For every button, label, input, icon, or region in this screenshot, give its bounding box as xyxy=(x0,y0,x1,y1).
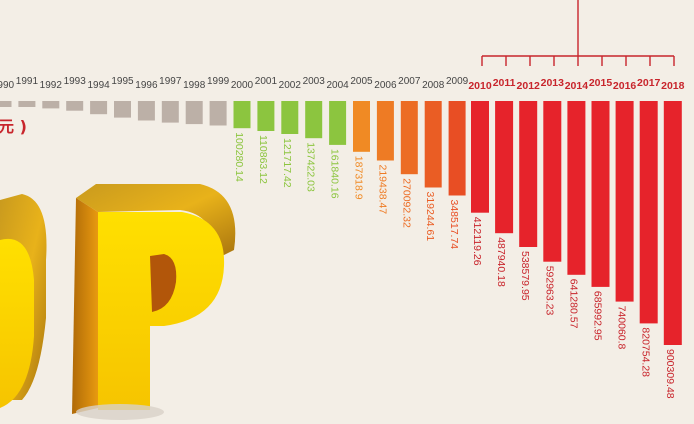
bar-2004 xyxy=(329,101,347,145)
year-label-2002: 2002 xyxy=(279,80,302,91)
bracket-2010-2018 xyxy=(481,0,675,66)
year-label-2003: 2003 xyxy=(303,76,326,87)
bar-2005 xyxy=(353,101,370,152)
value-label-2013: 592963.23 xyxy=(543,266,555,316)
value-label-2016: 740060.8 xyxy=(616,306,628,350)
bar-1999 xyxy=(209,101,227,126)
bar-2003 xyxy=(305,101,323,139)
unit-label: 元 ) xyxy=(0,117,27,136)
value-label-2015: 685992.95 xyxy=(592,291,604,341)
bar-2015 xyxy=(591,101,610,287)
year-label-2010: 2010 xyxy=(468,80,492,92)
value-label-2001: 110863.12 xyxy=(257,135,269,184)
value-label-2003: 137422.03 xyxy=(305,142,317,192)
value-label-2011: 487940.18 xyxy=(495,237,507,287)
value-label-2010: 412119.26 xyxy=(471,217,483,266)
bar-2018 xyxy=(663,101,682,345)
year-label-1990: 1990 xyxy=(0,80,15,91)
year-label-1998: 1998 xyxy=(183,80,206,91)
year-label-2006: 2006 xyxy=(374,80,397,91)
year-label-2000: 2000 xyxy=(231,80,254,91)
bar-2001 xyxy=(257,101,275,131)
year-label-2007: 2007 xyxy=(398,76,421,87)
bar-2000 xyxy=(233,101,251,129)
bar-2013 xyxy=(543,101,562,262)
year-label-2009: 2009 xyxy=(446,76,469,87)
bar-1991 xyxy=(18,101,36,107)
year-label-2004: 2004 xyxy=(326,80,349,91)
year-label-1996: 1996 xyxy=(135,80,158,91)
year-label-2018: 2018 xyxy=(661,80,685,92)
gdp-3d-letters xyxy=(0,184,236,420)
bar-1994 xyxy=(90,101,108,115)
bar-2011 xyxy=(495,101,514,234)
value-label-2018: 900309.48 xyxy=(664,349,676,399)
year-label-2011: 2011 xyxy=(493,77,516,89)
bar-2006 xyxy=(376,101,394,161)
value-label-2004: 161840.16 xyxy=(329,149,341,199)
bar-1998 xyxy=(185,101,203,125)
value-label-2008: 319244.61 xyxy=(424,192,436,242)
year-label-2015: 2015 xyxy=(589,77,613,89)
value-labels-group: 100280.14 110863.12 121717.42 137422.03 1618… xyxy=(233,132,676,399)
year-label-2008: 2008 xyxy=(422,80,445,91)
bar-2007 xyxy=(400,101,418,175)
value-label-2002: 121717.42 xyxy=(281,138,293,188)
bar-2009 xyxy=(448,101,466,196)
year-label-2016: 2016 xyxy=(613,80,637,92)
year-label-1991: 1991 xyxy=(16,76,39,87)
bar-1996 xyxy=(137,101,155,121)
year-label-2001: 2001 xyxy=(255,76,278,87)
letter-d-decoration xyxy=(0,194,47,408)
value-label-2012: 538579.95 xyxy=(519,251,531,301)
bars-group xyxy=(0,101,682,345)
year-label-1997: 1997 xyxy=(159,76,182,87)
bar-2012 xyxy=(519,101,538,247)
year-label-1992: 1992 xyxy=(40,80,63,91)
bar-1992 xyxy=(42,101,60,109)
year-label-2014: 2014 xyxy=(565,80,589,92)
bar-2008 xyxy=(424,101,442,188)
year-label-1993: 1993 xyxy=(64,76,87,87)
year-label-2017: 2017 xyxy=(637,77,661,89)
year-label-1999: 1999 xyxy=(207,76,230,87)
bar-1995 xyxy=(114,101,131,118)
bar-2017 xyxy=(639,101,658,324)
bar-1990 xyxy=(0,101,12,107)
value-label-2006: 219438.47 xyxy=(376,165,388,215)
year-label-2005: 2005 xyxy=(350,76,373,87)
letter-p-decoration xyxy=(72,184,236,420)
value-label-2007: 270092.32 xyxy=(400,178,412,228)
bar-2002 xyxy=(281,101,299,134)
bar-1997 xyxy=(161,101,179,123)
value-label-2005: 187318.9 xyxy=(353,156,365,200)
value-label-2000: 100280.14 xyxy=(233,132,245,182)
value-label-2009: 348517.74 xyxy=(448,200,460,250)
bar-2016 xyxy=(615,101,634,302)
bar-2010 xyxy=(471,101,489,213)
value-label-2017: 820754.28 xyxy=(640,327,652,377)
year-label-1994: 1994 xyxy=(87,80,110,91)
value-label-2014: 641280.57 xyxy=(567,279,579,329)
bar-2014 xyxy=(567,101,586,275)
bar-1993 xyxy=(66,101,84,111)
year-label-2012: 2012 xyxy=(517,80,541,92)
year-labels-group: 1990199119921993199419951996199719981999… xyxy=(0,76,685,92)
year-label-2013: 2013 xyxy=(541,77,565,89)
year-label-1995: 1995 xyxy=(111,76,134,87)
